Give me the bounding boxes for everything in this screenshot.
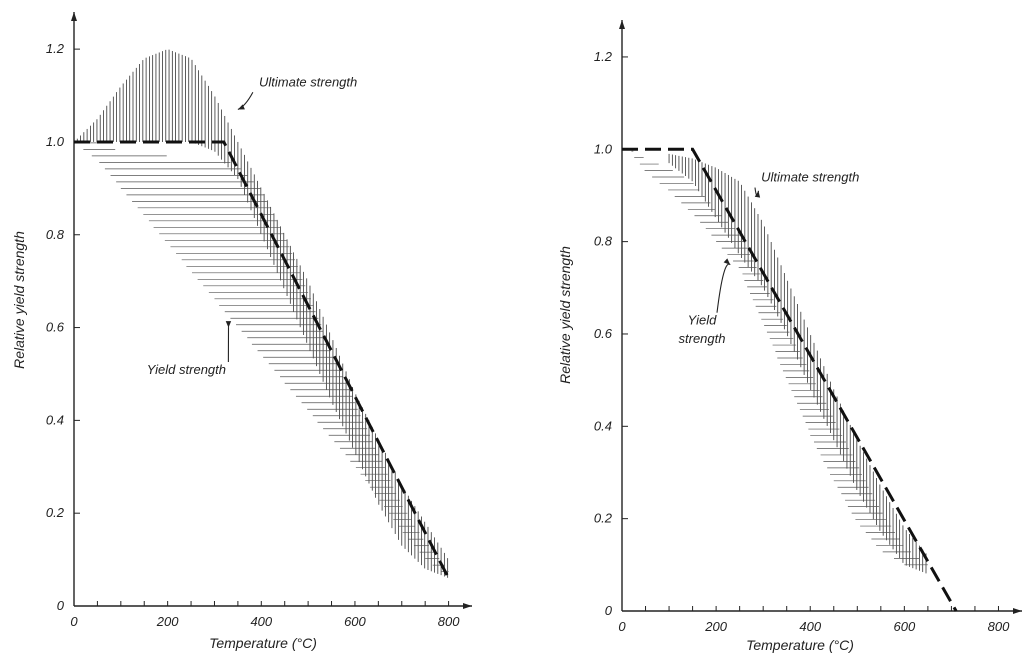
y-tick-label: 1.2 [594, 49, 613, 64]
y-tick-label: 0 [605, 603, 613, 618]
design-curve [74, 140, 450, 579]
design-curve [622, 147, 958, 612]
y-tick-label: 0.2 [46, 505, 65, 520]
annotation-label: Yield strength [147, 362, 226, 377]
y-axis-arrow [71, 12, 77, 21]
annotation-label: Ultimate strength [259, 74, 357, 89]
y-axis-arrow [619, 20, 625, 29]
y-tick-label: 1.0 [594, 141, 613, 156]
annotation-label: Ultimate strength [761, 170, 859, 185]
y-tick-label: 0.8 [594, 234, 613, 249]
annotation-arrow [716, 263, 731, 313]
x-tick-label: 200 [156, 614, 179, 629]
annotation-label: Yield [688, 313, 717, 328]
x-tick-label: 0 [618, 619, 626, 634]
right-chart: 0 200 400 600 800 0 0.2 0.4 0.6 0.8 1.0 1.2 Temperat… [557, 20, 1022, 653]
x-axis-arrow [463, 603, 472, 609]
y-axis-label: Relative yield strength [11, 231, 27, 369]
x-tick-label: 800 [988, 619, 1010, 634]
x-tick-label: 0 [70, 614, 78, 629]
y-tick-label: 1.2 [46, 41, 65, 56]
x-tick-label: 800 [438, 614, 460, 629]
annotation-arrow [237, 91, 254, 110]
y-tick-label: 0.4 [594, 418, 612, 433]
y-tick-label: 0 [57, 598, 65, 613]
yield-strength-band [75, 142, 449, 573]
x-tick-label: 400 [799, 619, 821, 634]
annotation-arrowhead [754, 190, 761, 198]
x-tick-label: 200 [704, 619, 727, 634]
ultimate-strength-band [76, 49, 449, 578]
y-tick-label: 0.2 [594, 511, 613, 526]
yield-strength-band [631, 150, 928, 566]
annotation-label: strength [679, 331, 726, 346]
y-tick-label: 0.6 [594, 326, 613, 341]
left-chart: 0 200 400 600 800 0 0.2 0.4 0.6 0.8 1.0 1.2 Temperat… [11, 12, 472, 651]
ultimate-strength-band [668, 153, 927, 574]
y-axis-label: Relative yield strength [557, 246, 573, 384]
annotation-arrowhead [225, 321, 232, 328]
x-tick-label: 600 [894, 619, 916, 634]
x-axis-arrow [1013, 608, 1022, 614]
x-axis-label: Temperature (°C) [209, 635, 317, 651]
x-tick-label: 600 [344, 614, 366, 629]
x-axis-label: Temperature (°C) [746, 637, 854, 653]
y-tick-label: 0.8 [46, 227, 65, 242]
y-tick-label: 0.6 [46, 320, 65, 335]
annotation-arrowhead [723, 258, 731, 265]
y-tick-label: 0.4 [46, 412, 64, 427]
x-tick-label: 400 [250, 614, 272, 629]
annotation-arrowhead [237, 104, 245, 110]
y-tick-label: 1.0 [46, 134, 65, 149]
